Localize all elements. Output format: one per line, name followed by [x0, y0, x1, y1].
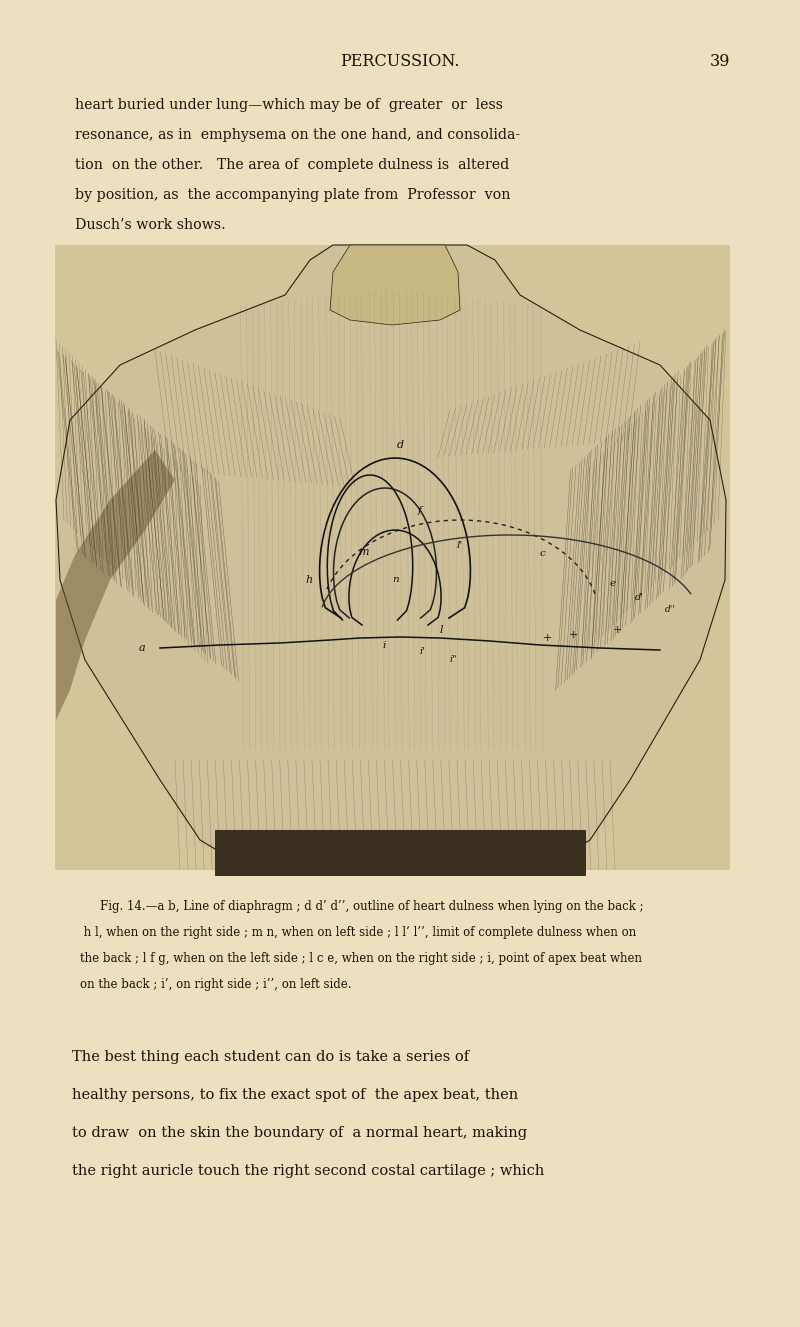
Text: +: + — [568, 630, 578, 640]
Text: 39: 39 — [710, 53, 730, 70]
Text: heart buried under lung—which may be of  greater  or  less: heart buried under lung—which may be of … — [75, 98, 503, 111]
Text: f: f — [418, 506, 422, 515]
Polygon shape — [330, 245, 460, 325]
Bar — [215, 829, 585, 874]
Text: PERCUSSION.: PERCUSSION. — [340, 53, 460, 70]
Text: i: i — [382, 641, 386, 649]
Text: The best thing each student can do is take a series of: The best thing each student can do is ta… — [72, 1050, 469, 1064]
Text: l: l — [440, 625, 443, 636]
Text: d: d — [397, 441, 403, 450]
Text: h: h — [305, 575, 312, 585]
Text: on the back ; i’, on right side ; i’’, on left side.: on the back ; i’, on right side ; i’’, o… — [80, 978, 351, 991]
Text: n: n — [392, 576, 398, 584]
Text: Dusch’s work shows.: Dusch’s work shows. — [75, 218, 226, 232]
Text: the back ; l f g, when on the left side ; l c e, when on the right side ; i, poi: the back ; l f g, when on the left side … — [80, 951, 642, 965]
Text: +: + — [612, 625, 622, 636]
Text: by position, as  the accompanying plate from  Professor  von: by position, as the accompanying plate f… — [75, 188, 510, 202]
Text: h l, when on the right side ; m n, when on left side ; l l’ l’’, limit of comple: h l, when on the right side ; m n, when … — [80, 926, 636, 940]
Text: tion  on the other.   The area of  complete dulness is  altered: tion on the other. The area of complete … — [75, 158, 510, 173]
Text: m: m — [358, 547, 369, 557]
Text: i": i" — [450, 656, 458, 665]
Polygon shape — [56, 450, 175, 721]
Text: a: a — [138, 644, 145, 653]
Text: to draw  on the skin the boundary of  a normal heart, making: to draw on the skin the boundary of a no… — [72, 1127, 527, 1140]
Text: the right auricle touch the right second costal cartilage ; which: the right auricle touch the right second… — [72, 1164, 544, 1178]
Text: d'': d'' — [665, 605, 676, 614]
Text: i': i' — [420, 648, 426, 657]
Bar — [55, 245, 730, 871]
Text: e: e — [610, 579, 616, 588]
Text: resonance, as in  emphysema on the one hand, and consolida-: resonance, as in emphysema on the one ha… — [75, 127, 520, 142]
Text: healthy persons, to fix the exact spot of  the apex beat, then: healthy persons, to fix the exact spot o… — [72, 1088, 518, 1101]
Polygon shape — [56, 245, 726, 871]
Text: d': d' — [635, 593, 644, 602]
Text: c: c — [540, 548, 546, 557]
Text: Fig. 14.—a b, Line of diaphragm ; d d’ d’’, outline of heart dulness when lying : Fig. 14.—a b, Line of diaphragm ; d d’ d… — [100, 900, 644, 913]
Text: +: + — [542, 633, 552, 644]
Text: l': l' — [457, 540, 463, 549]
